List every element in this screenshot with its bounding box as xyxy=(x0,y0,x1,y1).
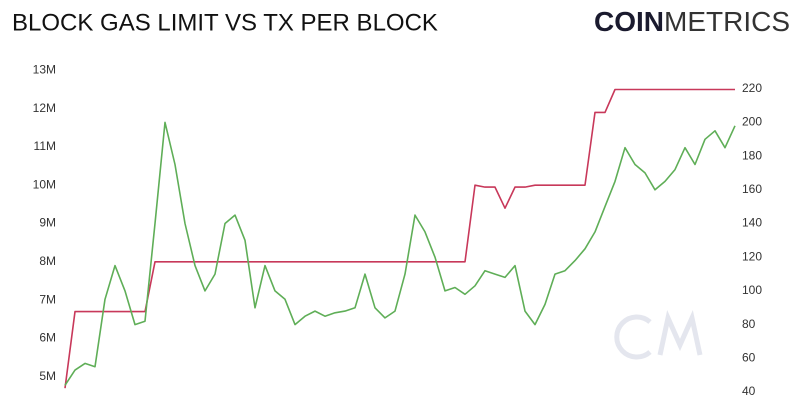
y-tick-label: 6M xyxy=(39,331,56,345)
y2-tick-label: 80 xyxy=(742,317,756,331)
series-line xyxy=(64,88,735,389)
y-tick-label: 13M xyxy=(33,62,56,76)
y2-tick-label: 160 xyxy=(742,182,762,196)
y-tick-label: 10M xyxy=(33,177,56,191)
y-tick-label: 9M xyxy=(39,216,56,230)
y-tick-label: 7M xyxy=(39,292,56,306)
y2-tick-label: 140 xyxy=(742,216,762,230)
chart-title: BLOCK GAS LIMIT VS TX PER BLOCK xyxy=(12,9,438,36)
y2-tick-label: 100 xyxy=(742,283,762,297)
y2-tick-label: 220 xyxy=(742,81,762,95)
y-tick-label: 12M xyxy=(33,101,56,115)
watermark-m xyxy=(657,309,703,356)
y-tick-label: 11M xyxy=(34,139,56,153)
watermark xyxy=(614,309,703,360)
y-tick-label: 5M xyxy=(39,369,56,383)
y-tick-label: 8M xyxy=(39,254,56,268)
y2-tick-label: 180 xyxy=(742,148,762,162)
y2-tick-label: 40 xyxy=(742,384,756,398)
brand-bold: COIN xyxy=(594,6,664,37)
y2-tick-label: 120 xyxy=(742,249,762,263)
watermark-c xyxy=(614,314,652,360)
y2-tick-label: 60 xyxy=(742,350,756,364)
brand-light: METRICS xyxy=(664,6,790,37)
y2-tick-label: 200 xyxy=(742,115,762,129)
series-line xyxy=(64,121,736,386)
brand-logo: COINMETRICS xyxy=(594,6,790,37)
